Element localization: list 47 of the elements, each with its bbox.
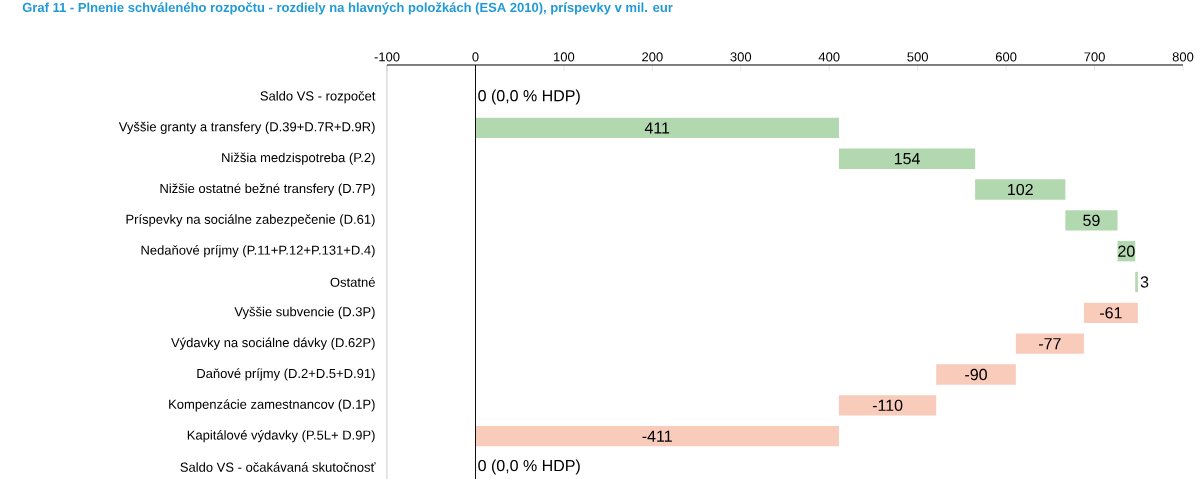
data-label: 102: [1008, 183, 1033, 196]
y-tick-label: Nižšie ostatné bežné transfery (D.7P): [160, 183, 375, 196]
chart-title: Graf 11 - Plnenie schváleného rozpočtu - rozdiely na hlavných položkách (ESA 2010), príspevky v mil. eur: [22, 2, 673, 15]
x-tick-label: 800: [1172, 52, 1194, 62]
bar: [975, 179, 1066, 200]
data-label: 0 (0,0 % HDP): [478, 89, 580, 105]
y-tick-label: Výdavky na sociálne dávky (D.62P): [171, 337, 375, 350]
y-tick-label: Daňové príjmy (D.2+D.5+D.91): [197, 368, 375, 381]
y-tick-label: Saldo VS - očakávaná skutočnosť: [180, 462, 376, 472]
bar: [1065, 210, 1118, 231]
data-label: 20: [1118, 245, 1135, 257]
bar: [1083, 302, 1138, 324]
data-label: 3: [1140, 276, 1149, 288]
bar: [475, 425, 839, 447]
bar: [838, 395, 937, 416]
data-label: 0 (0,0 % HDP): [478, 459, 580, 475]
y-tick-label: Saldo VS - rozpočet: [260, 90, 376, 104]
bar: [475, 117, 839, 139]
x-tick-label: 200: [642, 52, 663, 62]
y-tick-label: Nižšia medzispotreba (P.2): [222, 152, 375, 165]
y-tick-label: Nedaňové príjmy (P.11+P.12+P.131+D.4): [141, 245, 375, 258]
data-label: 59: [1083, 214, 1100, 227]
bar: [838, 148, 976, 169]
data-label: -61: [1100, 307, 1122, 319]
x-tick-label: 0: [472, 52, 479, 62]
x-tick-label: 500: [907, 52, 928, 62]
y-tick-label: Vyššie subvencie (D.3P): [234, 306, 375, 319]
data-label: -90: [965, 368, 987, 381]
x-tick-label: 600: [995, 52, 1017, 62]
y-tick-label: Ostatné: [330, 277, 375, 287]
data-label: -110: [872, 399, 903, 411]
bar: [1015, 333, 1084, 354]
y-tick-label: Vyššie granty a transfery (D.39+D.7R+D.9R): [118, 121, 375, 134]
x-tick-label: 700: [1084, 52, 1105, 62]
data-label: -77: [1039, 338, 1061, 350]
x-tick-label: 300: [730, 52, 752, 62]
bar: [936, 364, 1016, 385]
y-tick-label: Príspevky na sociálne zabezpečenie (D.61): [126, 214, 375, 227]
x-tick-label: 400: [818, 52, 840, 62]
data-label: 154: [894, 153, 920, 165]
y-tick-label: Kompenzácie zamestnancov (D.1P): [169, 399, 375, 412]
x-tick-label: 100: [554, 52, 575, 62]
data-label: 411: [644, 122, 670, 134]
data-label: -411: [642, 430, 672, 442]
y-tick-label: Kapitálové výdavky (P.5L+ D.9P): [187, 430, 375, 443]
x-tick-label: -100: [374, 52, 400, 62]
bar: [1135, 271, 1138, 293]
